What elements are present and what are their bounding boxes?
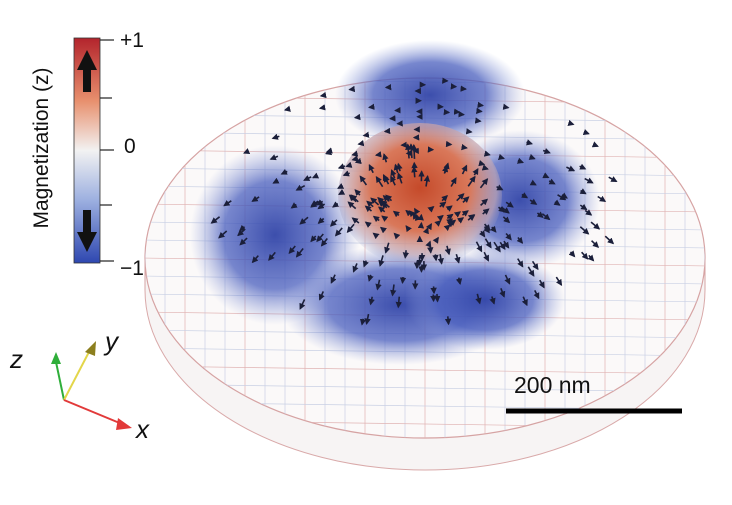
spin-arrow <box>430 245 431 253</box>
spin-arrow <box>487 154 490 155</box>
colorbar-tick-bottom: −1 <box>120 258 144 279</box>
z-axis-arrowhead <box>51 352 61 364</box>
spin-arrow <box>321 95 325 96</box>
spin-arrow <box>376 155 379 156</box>
skyrmion-core <box>338 123 502 267</box>
spin-arrow <box>414 163 415 171</box>
axes-triad <box>51 341 132 430</box>
spin-arrow <box>326 153 329 154</box>
spin-arrow <box>417 215 418 218</box>
y-axis-label: y <box>105 326 118 357</box>
spin-arrow <box>427 228 428 230</box>
spin-arrow <box>437 294 438 301</box>
magnetization-texture <box>190 40 616 365</box>
spin-arrow <box>285 109 290 110</box>
colorbar-title: Magnetization (z) <box>30 67 54 228</box>
spin-arrow <box>500 157 504 158</box>
spin-arrow <box>398 297 399 307</box>
x-axis-arrowhead <box>116 418 132 430</box>
spin-arrow <box>403 277 404 283</box>
scale-bar-label: 200 nm <box>514 372 591 399</box>
colorbar <box>74 38 114 263</box>
spin-arrow <box>320 108 323 109</box>
spin-arrow <box>414 145 415 159</box>
z-axis-label: z <box>10 344 23 375</box>
colorbar-tick-mid: 0 <box>124 136 136 157</box>
spin-arrow <box>429 242 430 245</box>
spin-arrow <box>415 209 416 211</box>
spin-arrow <box>435 254 436 260</box>
spin-arrow <box>411 145 412 158</box>
spin-arrow <box>405 250 406 257</box>
x-axis-label: x <box>136 414 149 445</box>
y-axis-arrowhead <box>85 341 96 356</box>
spin-arrow <box>448 316 449 324</box>
colorbar-tick-top: +1 <box>120 30 144 51</box>
spin-arrow <box>406 226 407 228</box>
spin-arrow <box>356 161 360 162</box>
spin-arrow <box>347 165 351 166</box>
